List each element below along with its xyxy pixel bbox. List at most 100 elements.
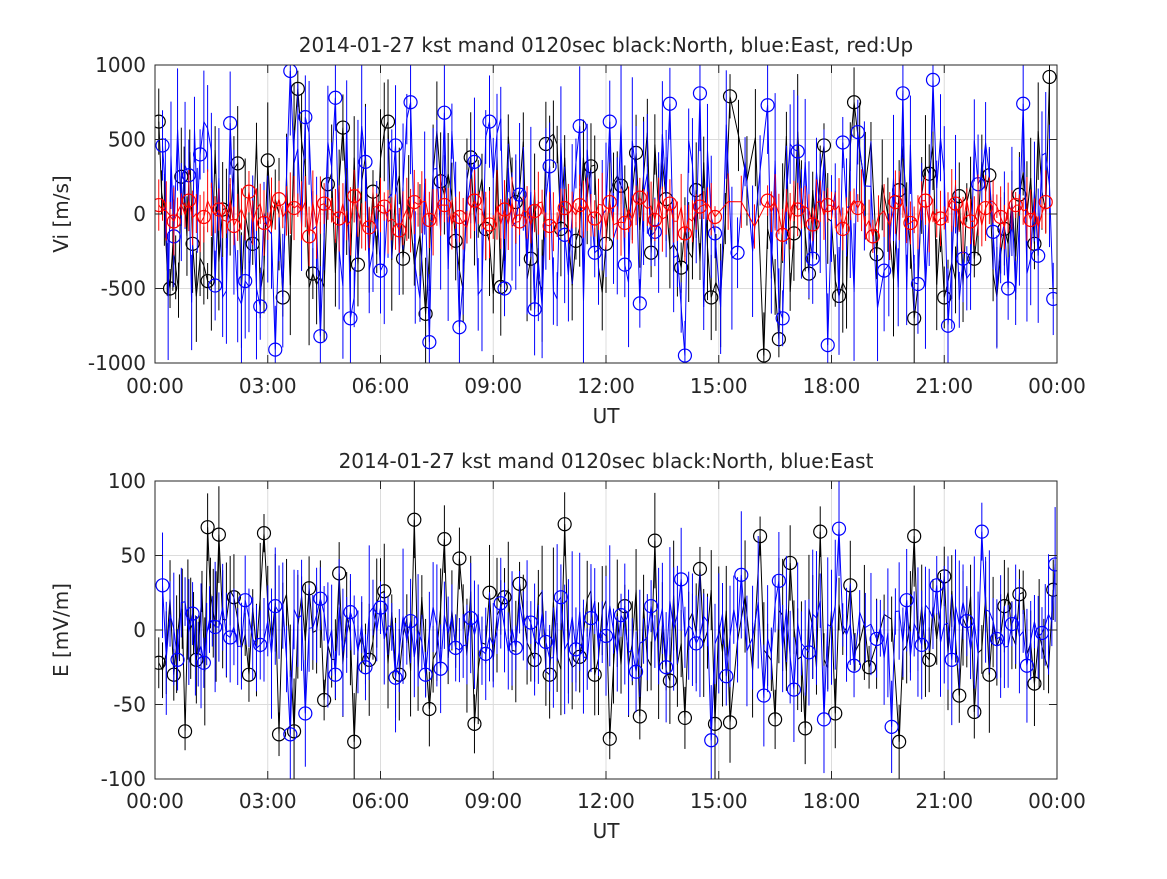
data-point bbox=[452, 209, 467, 225]
x-tick-label: 21:00 bbox=[915, 374, 973, 398]
data-point bbox=[944, 652, 959, 667]
data-point bbox=[587, 245, 602, 260]
data-point bbox=[196, 209, 211, 225]
data-point bbox=[313, 329, 328, 344]
data-point bbox=[662, 673, 677, 688]
data-point bbox=[343, 605, 358, 620]
data-point bbox=[317, 692, 332, 708]
data-point bbox=[662, 96, 677, 111]
x-tick-label: 03:00 bbox=[239, 374, 297, 398]
data-point bbox=[963, 214, 978, 229]
data-point bbox=[196, 655, 211, 670]
data-point bbox=[527, 203, 542, 219]
data-point bbox=[583, 610, 599, 626]
x-tick-label: 00:00 bbox=[126, 374, 184, 398]
data-point bbox=[298, 706, 313, 721]
data-point bbox=[643, 599, 659, 614]
data-point bbox=[704, 290, 719, 305]
data-point bbox=[1031, 248, 1046, 263]
data-point bbox=[557, 517, 572, 532]
data-point bbox=[572, 197, 587, 213]
x-tick-label: 09:00 bbox=[464, 374, 522, 398]
data-point bbox=[752, 529, 768, 544]
data-point bbox=[884, 719, 899, 734]
data-point bbox=[542, 218, 557, 234]
data-point bbox=[162, 281, 178, 296]
data-point bbox=[940, 318, 956, 333]
data-point bbox=[482, 114, 497, 129]
chart-title: 2014-01-27 kst mand 0120sec black:North,… bbox=[339, 449, 874, 473]
y-tick-label: -50 bbox=[113, 693, 146, 717]
data-point bbox=[1042, 69, 1057, 85]
data-point bbox=[707, 716, 723, 731]
data-point bbox=[512, 214, 527, 229]
x-axis-label: UT bbox=[593, 404, 621, 428]
x-tick-label: 00:00 bbox=[126, 789, 184, 813]
data-point bbox=[437, 105, 452, 120]
data-point bbox=[617, 257, 632, 272]
data-point bbox=[268, 599, 283, 614]
data-point bbox=[553, 590, 569, 605]
data-point bbox=[846, 95, 862, 110]
y-tick-label: 500 bbox=[108, 128, 146, 152]
data-point bbox=[722, 715, 738, 730]
data-point bbox=[602, 114, 617, 129]
data-point bbox=[786, 682, 802, 697]
data-point bbox=[373, 263, 388, 278]
data-point bbox=[918, 193, 933, 208]
data-point bbox=[760, 98, 775, 113]
data-point bbox=[647, 533, 662, 548]
y-tick-label: 0 bbox=[133, 618, 146, 642]
y-tick-label: 50 bbox=[121, 544, 146, 568]
data-point bbox=[967, 704, 982, 720]
data-layer bbox=[155, 481, 1057, 779]
data-point bbox=[861, 660, 877, 675]
data-point bbox=[831, 521, 847, 536]
data-point bbox=[226, 218, 242, 234]
data-point bbox=[373, 600, 388, 615]
data-point bbox=[377, 199, 392, 214]
data-point bbox=[613, 607, 629, 623]
data-point bbox=[388, 138, 403, 153]
data-point bbox=[888, 194, 903, 210]
data-point bbox=[632, 190, 647, 205]
plot-panel-2: 00:00 03:00 06:00 09:00 12:00 15:00 18:00 21:00… bbox=[49, 449, 1086, 843]
data-point bbox=[974, 524, 989, 539]
data-point bbox=[497, 202, 512, 217]
data-point bbox=[437, 532, 452, 547]
data-point bbox=[467, 716, 482, 731]
data-point bbox=[230, 156, 245, 171]
data-point bbox=[508, 640, 523, 655]
x-tick-label: 03:00 bbox=[239, 789, 297, 813]
data-point bbox=[820, 197, 835, 213]
data-point bbox=[865, 229, 880, 244]
data-point bbox=[899, 593, 914, 608]
data-point bbox=[380, 114, 396, 129]
data-point bbox=[978, 200, 993, 216]
data-point bbox=[155, 655, 166, 670]
data-point bbox=[805, 217, 820, 232]
data-point bbox=[407, 194, 422, 210]
data-point bbox=[775, 311, 790, 326]
data-point bbox=[929, 578, 944, 593]
data-point bbox=[659, 660, 674, 675]
data-point bbox=[907, 311, 922, 326]
tick-marks bbox=[154, 480, 1058, 780]
data-point bbox=[910, 276, 926, 292]
data-point bbox=[155, 138, 170, 153]
data-point bbox=[602, 194, 617, 210]
data-point bbox=[1038, 194, 1053, 210]
data-point bbox=[155, 197, 166, 213]
data-point bbox=[677, 226, 693, 241]
data-point bbox=[271, 192, 287, 207]
series-up bbox=[155, 169, 1053, 267]
data-point bbox=[268, 342, 283, 357]
y-tick-label: 100 bbox=[108, 469, 146, 493]
data-point bbox=[557, 200, 572, 216]
data-point bbox=[647, 212, 662, 228]
data-point bbox=[993, 209, 1008, 225]
data-point bbox=[907, 529, 922, 544]
data-point bbox=[181, 193, 196, 208]
